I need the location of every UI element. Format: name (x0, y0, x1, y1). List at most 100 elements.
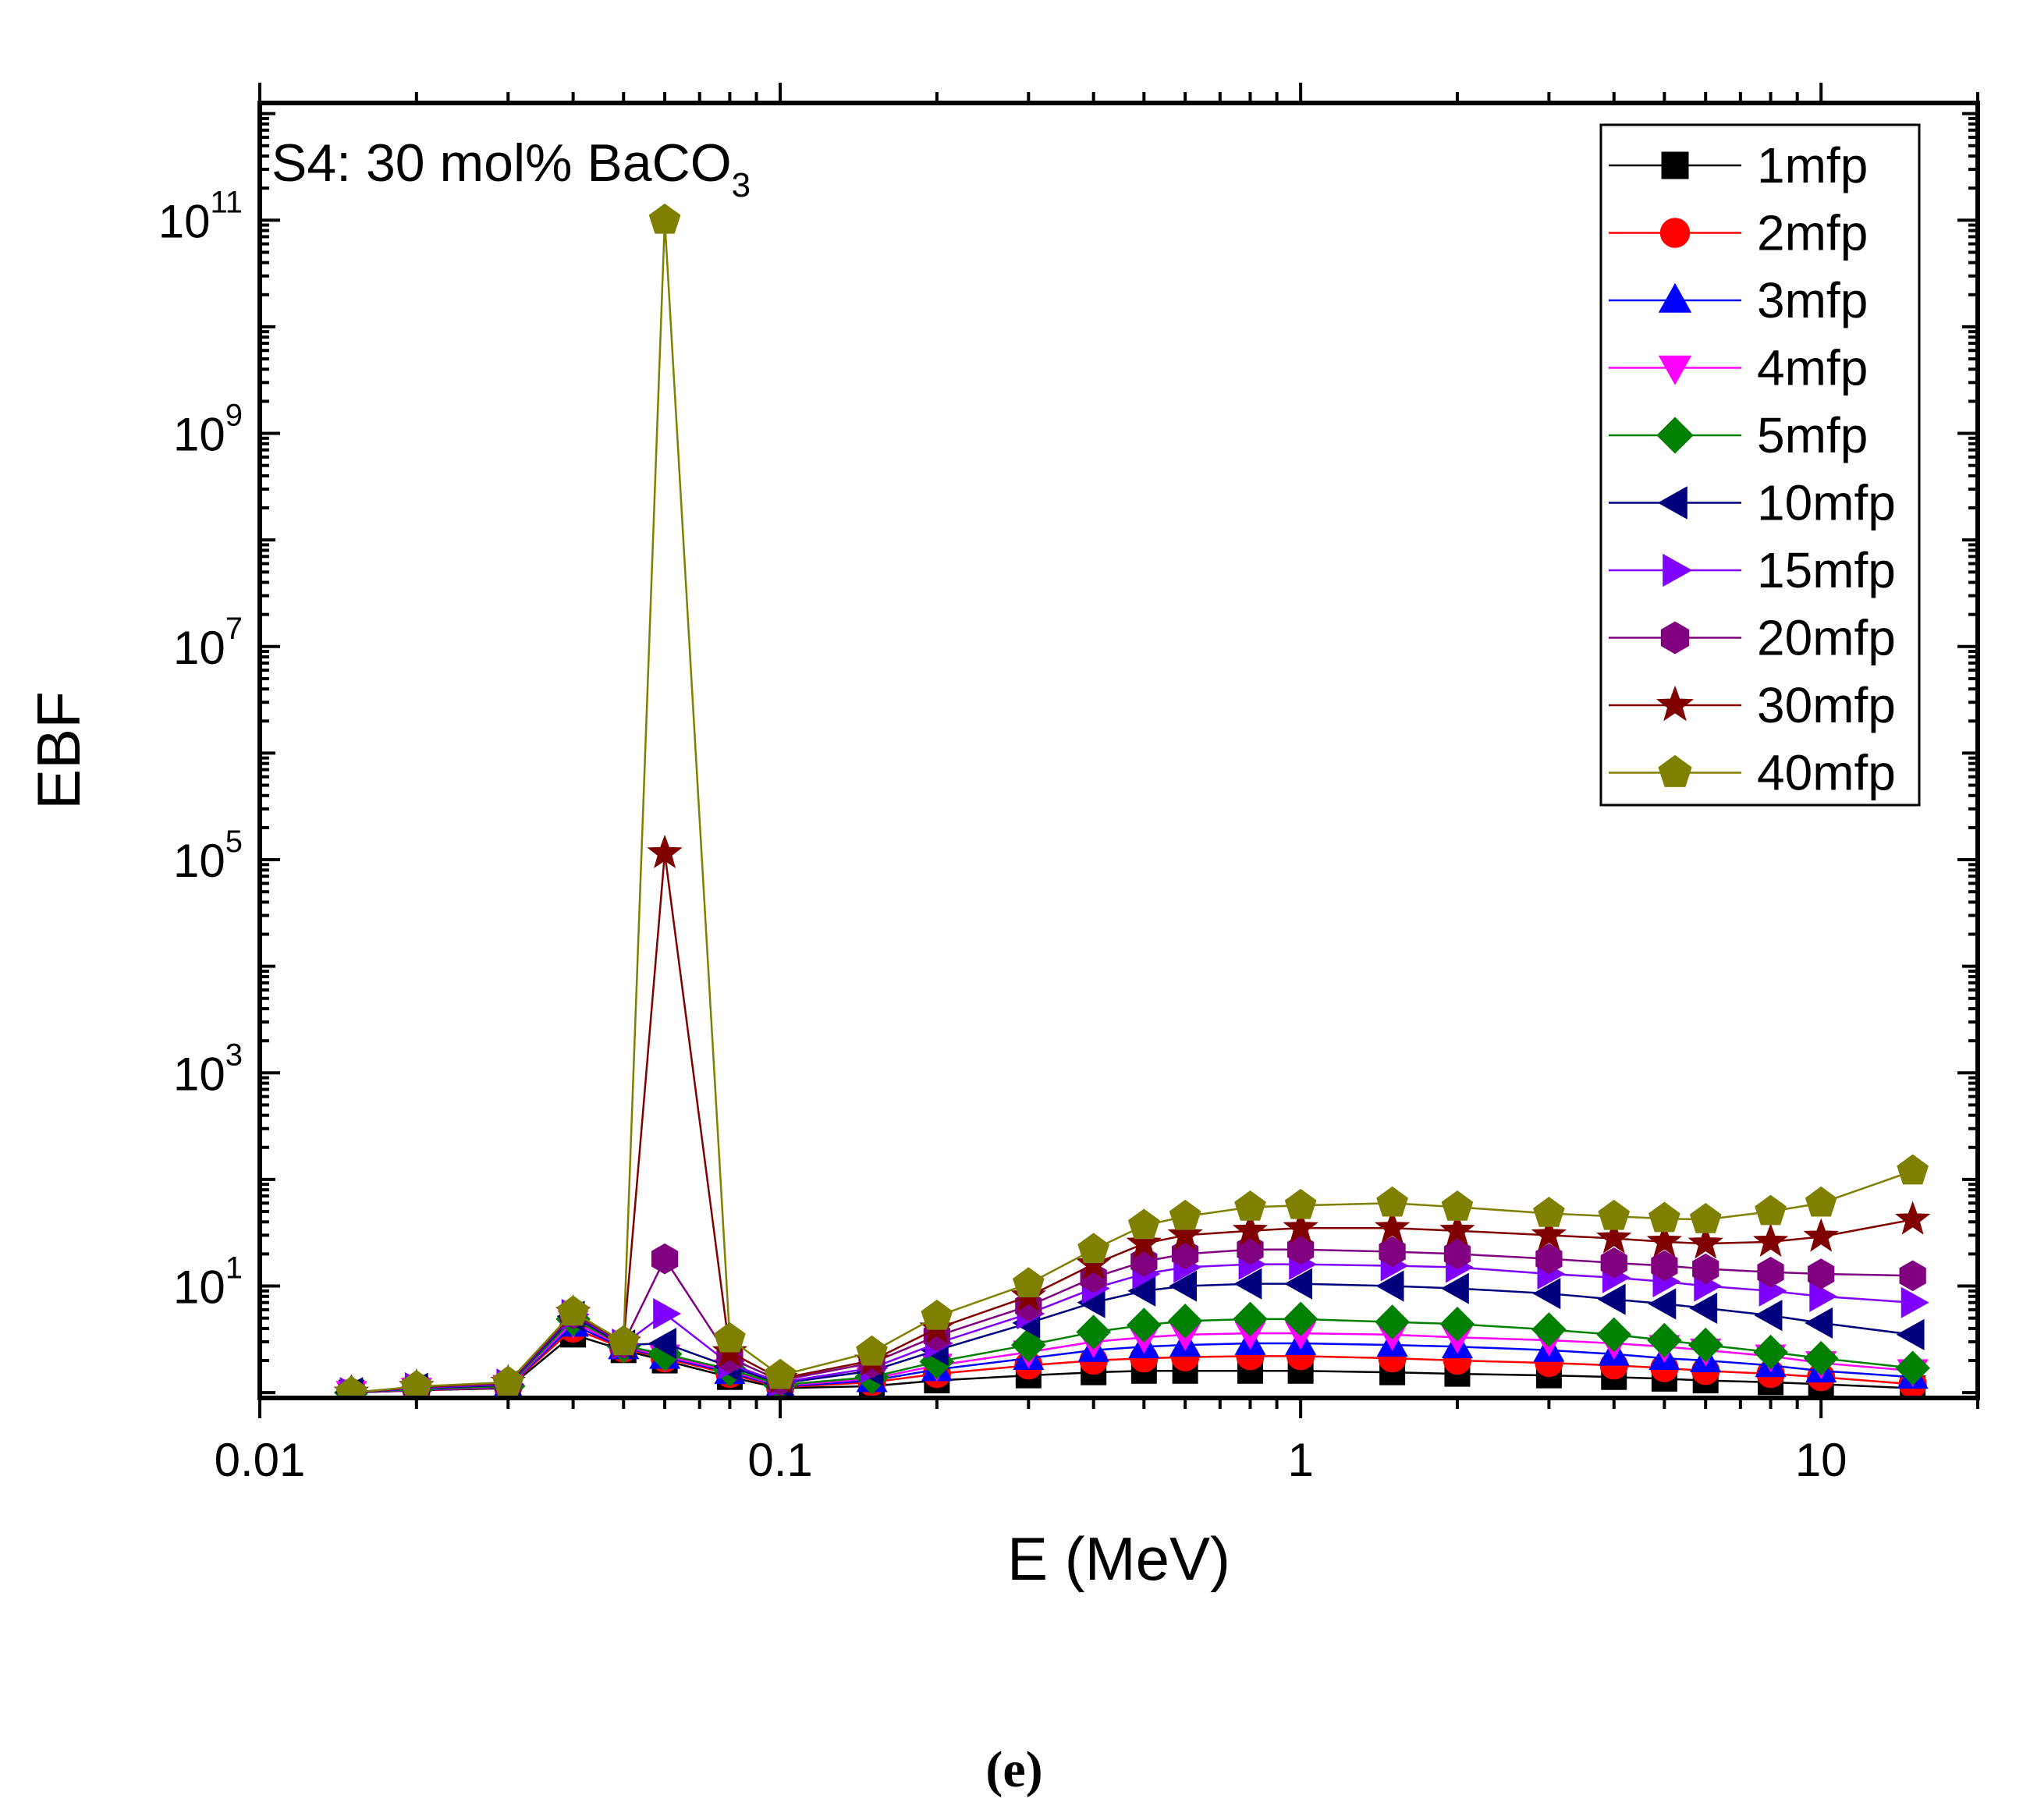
data-point-40mfp (492, 1365, 524, 1396)
data-point-40mfp (335, 1375, 367, 1398)
legend-item-5mfp: 5mfp (1609, 407, 1868, 463)
legend-item-10mfp: 10mfp (1609, 475, 1896, 531)
data-point-10mfp (648, 1327, 676, 1360)
data-point-40mfp (921, 1299, 953, 1330)
data-point-15mfp (1809, 1280, 1838, 1312)
legend-marker-1mfp (1661, 151, 1689, 179)
chart-title-subscript: 3 (732, 166, 751, 204)
legend: 1mfp 2mfp 3mfp 4mfp 5mfp 10mfp 15mfp 20mfp 30mfp… (1599, 123, 1921, 807)
data-point-20mfp (1443, 1238, 1471, 1270)
legend-marker-20mfp (1660, 621, 1690, 655)
legend-label: 20mfp (1757, 610, 1896, 666)
data-point-5mfp (1076, 1314, 1111, 1350)
data-point-20mfp (1692, 1253, 1719, 1285)
legend-label: 5mfp (1757, 407, 1868, 463)
data-point-10mfp (1805, 1307, 1833, 1339)
legend-label: 3mfp (1757, 272, 1868, 328)
x-tick-label: 0.1 (747, 1434, 812, 1486)
data-point-40mfp (1127, 1208, 1160, 1240)
data-point-30mfp (1894, 1201, 1931, 1235)
data-point-5mfp (1647, 1322, 1682, 1358)
data-point-20mfp (1535, 1243, 1563, 1275)
series-40mfp (335, 203, 1929, 1398)
data-point-5mfp (1895, 1350, 1930, 1385)
data-point-40mfp (607, 1325, 640, 1356)
data-point-40mfp (1376, 1186, 1408, 1217)
data-point-30mfp (647, 834, 683, 869)
data-point-20mfp (1379, 1236, 1406, 1268)
data-point-20mfp (1651, 1250, 1678, 1282)
data-point-10mfp (1169, 1270, 1198, 1302)
legend-box (1599, 123, 1921, 807)
data-point-40mfp (1689, 1202, 1722, 1233)
legend-label: 30mfp (1757, 677, 1896, 733)
data-point-5mfp (1283, 1301, 1318, 1337)
x-tick-label: 10 (1795, 1434, 1847, 1486)
legend-marker-2mfp (1659, 218, 1691, 248)
data-point-10mfp (1233, 1268, 1262, 1300)
data-point-5mfp (1688, 1327, 1723, 1363)
data-point-40mfp (400, 1369, 433, 1398)
data-point-5mfp (1167, 1304, 1203, 1339)
legend-item-3mfp: 3mfp (1609, 272, 1868, 328)
data-point-30mfp (1439, 1212, 1475, 1246)
data-point-40mfp (1077, 1233, 1110, 1264)
data-point-10mfp (1532, 1278, 1561, 1310)
data-point-40mfp (1234, 1190, 1266, 1221)
legend-item-4mfp: 4mfp (1609, 340, 1868, 396)
legend-marker-5mfp (1656, 417, 1694, 454)
data-point-40mfp (1648, 1201, 1680, 1233)
data-point-10mfp (1754, 1300, 1783, 1332)
data-point-40mfp (557, 1295, 589, 1326)
legend-item-1mfp: 1mfp (1609, 137, 1868, 193)
data-point-10mfp (1648, 1288, 1677, 1320)
data-point-5mfp (1753, 1334, 1788, 1370)
data-point-10mfp (1284, 1268, 1313, 1300)
data-point-30mfp (1374, 1209, 1411, 1243)
data-point-10mfp (1375, 1270, 1404, 1302)
x-tick-label: 0.01 (215, 1434, 306, 1486)
legend-marker-10mfp (1657, 486, 1688, 520)
data-point-20mfp (651, 1243, 679, 1275)
data-point-5mfp (1531, 1312, 1567, 1347)
data-point-10mfp (1896, 1318, 1925, 1350)
legend-marker-30mfp (1656, 685, 1695, 722)
data-point-5mfp (1439, 1306, 1475, 1342)
legend-item-2mfp: 2mfp (1609, 205, 1868, 261)
legend-label: 10mfp (1757, 475, 1896, 531)
data-point-40mfp (1755, 1194, 1787, 1226)
legend-marker-4mfp (1658, 355, 1692, 385)
legend-marker-3mfp (1658, 282, 1692, 313)
data-point-30mfp (1596, 1219, 1632, 1254)
data-point-40mfp (1169, 1199, 1201, 1230)
data-point-30mfp (1232, 1212, 1269, 1246)
data-point-40mfp (1598, 1199, 1631, 1230)
data-point-30mfp (1688, 1225, 1723, 1259)
plot-frame (257, 101, 1980, 1400)
data-point-40mfp (714, 1322, 746, 1353)
data-point-30mfp (1646, 1222, 1683, 1258)
data-point-20mfp (1899, 1260, 1926, 1292)
data-point-15mfp (1900, 1286, 1929, 1318)
data-point-10mfp (1597, 1283, 1626, 1315)
y-tick-label: 107 (173, 612, 243, 674)
y-tick-label: 103 (173, 1038, 243, 1100)
legend-label: 1mfp (1757, 137, 1868, 193)
y-tick-label: 105 (173, 825, 243, 887)
data-point-40mfp (1284, 1188, 1317, 1219)
data-point-40mfp (764, 1358, 797, 1389)
data-point-5mfp (1375, 1304, 1410, 1339)
y-tick-label: 109 (173, 399, 243, 461)
legend-label: 2mfp (1757, 205, 1868, 261)
data-point-40mfp (1897, 1154, 1929, 1185)
legend-item-15mfp: 15mfp (1609, 542, 1896, 598)
y-axis: 101 103 105 107 109 1011 (158, 112, 1978, 1400)
data-point-40mfp (648, 203, 681, 234)
legend-label: 4mfp (1757, 340, 1868, 396)
data-point-10mfp (1689, 1292, 1718, 1324)
data-point-30mfp (1531, 1216, 1567, 1251)
legend-item-40mfp: 40mfp (1609, 745, 1896, 801)
data-point-30mfp (1803, 1218, 1839, 1252)
data-point-5mfp (1596, 1317, 1632, 1353)
